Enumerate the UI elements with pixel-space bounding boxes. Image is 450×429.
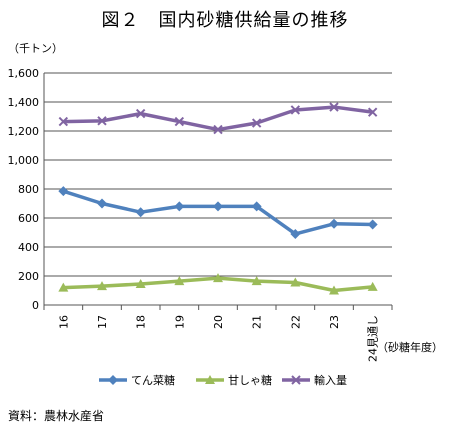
marker-stroke	[135, 108, 146, 119]
marker-stroke	[329, 102, 339, 112]
marker-stroke	[174, 116, 185, 127]
y-tick-label: 0	[32, 299, 39, 312]
marker-stroke	[58, 116, 69, 127]
y-tick-label: 800	[18, 183, 39, 196]
y-tick-label: 1,400	[8, 96, 40, 109]
data-point	[213, 201, 223, 212]
x-tick-label: 23	[328, 315, 341, 329]
marker-stroke	[290, 105, 301, 115]
marker-stroke	[251, 118, 262, 128]
legend-marker	[205, 375, 215, 384]
data-point	[58, 116, 69, 127]
x-tick-label: 22	[289, 315, 302, 329]
x-tick-label: 20	[212, 315, 225, 329]
x-tick-label: 17	[96, 315, 109, 329]
data-point	[58, 186, 69, 197]
y-unit-label: （千トン）	[8, 42, 63, 55]
data-point	[174, 116, 185, 127]
series-3	[58, 102, 378, 135]
data-point	[58, 282, 69, 292]
data-point	[97, 281, 107, 291]
x-tick-label: 24見通し	[367, 315, 380, 362]
series-line	[63, 105, 373, 132]
series-2	[58, 273, 378, 295]
legend-label: てん菜糖	[131, 373, 175, 387]
x-tick-label: 19	[173, 315, 186, 329]
x-tick-label: 21	[251, 315, 264, 329]
data-point	[290, 228, 301, 239]
data-point	[329, 102, 339, 112]
series-1	[58, 186, 378, 239]
data-point	[290, 105, 301, 115]
legend: てん菜糖 甘しゃ糖 輸入量	[99, 373, 347, 387]
data-point	[367, 219, 378, 230]
x-tick-label: 16	[57, 315, 70, 329]
data-point	[97, 198, 107, 209]
grid-lines	[43, 72, 393, 310]
legend-label: 甘しゃ糖	[228, 373, 272, 387]
legend-item: てん菜糖	[99, 373, 175, 387]
y-tick-label: 600	[18, 212, 39, 225]
data-point	[367, 281, 378, 291]
data-point	[97, 116, 107, 126]
y-tick-label: 1,600	[8, 67, 40, 80]
legend-item: 甘しゃ糖	[196, 373, 272, 387]
marker-stroke	[367, 107, 378, 117]
source-note: 資料：農林水産省	[8, 409, 105, 423]
data-point	[135, 108, 146, 119]
data-point	[290, 277, 301, 287]
data-point	[329, 285, 339, 295]
x-axis-label: （砂糖年度）	[377, 340, 443, 354]
data-point	[174, 201, 185, 212]
series-layer	[58, 102, 378, 295]
data-point	[135, 207, 146, 218]
x-tick-label: 18	[135, 315, 148, 329]
data-point	[213, 273, 223, 283]
legend-marker	[291, 375, 301, 385]
y-tick-label: 200	[18, 270, 39, 283]
data-point	[135, 278, 146, 288]
chart-title: 図２ 国内砂糖供給量の推移	[101, 10, 349, 31]
data-point	[251, 201, 262, 212]
y-tick-labels: 0 200 400 600 800 1,000 1,200 1,400 1,600	[8, 67, 40, 312]
y-tick-label: 1,200	[8, 125, 40, 138]
legend-item: 輸入量	[282, 373, 347, 387]
data-point	[174, 276, 185, 286]
legend-label: 輸入量	[314, 373, 347, 387]
x-tick-labels: 16 17 18 19 20 21 22 23 24見通し	[57, 315, 379, 362]
data-point	[213, 124, 223, 135]
data-point	[251, 118, 262, 128]
series-line	[62, 189, 373, 236]
data-point	[329, 218, 339, 229]
data-point	[367, 107, 378, 117]
marker-stroke	[213, 124, 223, 135]
legend-marker	[108, 375, 118, 385]
marker-stroke	[291, 375, 301, 385]
y-tick-label: 400	[18, 241, 39, 254]
marker-stroke	[97, 116, 107, 126]
y-tick-label: 1,000	[8, 154, 40, 167]
data-point	[251, 276, 262, 286]
